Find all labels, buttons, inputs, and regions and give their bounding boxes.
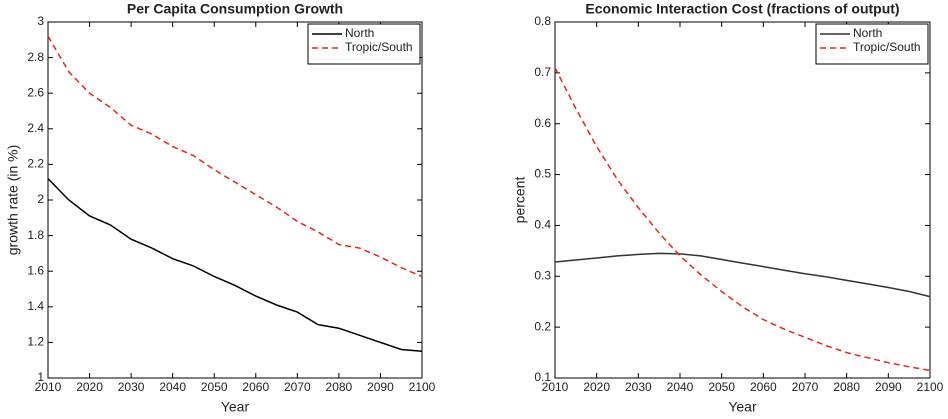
legend-box: [815, 23, 929, 65]
x-tick-label: 2050: [708, 380, 735, 394]
x-tick-label: 2090: [875, 380, 902, 394]
y-tick-label: 0.3: [534, 268, 551, 282]
y-tick-label: 0.8: [534, 14, 551, 28]
legend-label: Tropic/South: [853, 40, 921, 54]
series-line: [554, 252, 931, 298]
y-tick-label: 2.8: [27, 50, 44, 64]
x-tick-label: 2010: [542, 380, 569, 394]
y-tick-label: 0.7: [534, 65, 551, 79]
y-tick-label: 1.2: [27, 335, 44, 349]
x-tick-label: 2050: [201, 380, 228, 394]
plot-frame: [554, 21, 931, 379]
y-tick-label: 2.4: [27, 121, 44, 135]
y-tick-label: 0.4: [534, 218, 551, 232]
y-tick-label: 1.8: [27, 228, 44, 242]
series-line: [47, 35, 423, 278]
x-tick-label: 2080: [326, 380, 353, 394]
y-tick-label: 1: [37, 370, 44, 384]
x-tick-label: 2060: [750, 380, 777, 394]
legend-box: [307, 23, 421, 65]
y-tick-label: 3: [37, 14, 44, 28]
series-line: [554, 67, 931, 372]
x-tick-label: 2030: [118, 380, 145, 394]
chart-title: Economic Interaction Cost (fractions of …: [585, 1, 899, 17]
x-tick-label: 2020: [76, 380, 103, 394]
x-tick-label: 2020: [583, 380, 610, 394]
legend-label: North: [345, 26, 374, 40]
y-tick-label: 0.1: [534, 370, 551, 384]
x-tick-label: 2100: [917, 380, 944, 394]
x-axis-label: Year: [221, 399, 250, 415]
x-tick-label: 2070: [792, 380, 819, 394]
x-tick-label: 2040: [159, 380, 186, 394]
x-tick-label: 2090: [367, 380, 394, 394]
y-axis-label: percent: [512, 177, 528, 224]
x-axis-label: Year: [728, 399, 757, 415]
y-axis-label: growth rate (in %): [5, 145, 21, 255]
x-tick-label: 2040: [667, 380, 694, 394]
plot-frame: [47, 21, 423, 379]
chart: Per Capita Consumption Growth 2010 2020 203…: [5, 1, 436, 415]
chart-title: Per Capita Consumption Growth: [127, 1, 343, 17]
y-tick-label: 0.2: [534, 319, 551, 333]
x-tick-label: 2070: [284, 380, 311, 394]
y-tick-label: 0.6: [534, 116, 551, 130]
y-tick-label: 2: [37, 192, 44, 206]
x-tick-label: 2100: [409, 380, 436, 394]
y-tick-label: 2.6: [27, 85, 44, 99]
y-tick-label: 2.2: [27, 157, 44, 171]
x-tick-label: 2080: [833, 380, 860, 394]
chart: Economic Interaction Cost (fractions of …: [512, 1, 944, 415]
legend-label: Tropic/South: [345, 40, 413, 54]
y-tick-label: 1.4: [27, 299, 44, 313]
y-tick-label: 0.5: [534, 167, 551, 181]
series-line: [47, 178, 423, 353]
x-tick-label: 2010: [35, 380, 62, 394]
x-tick-label: 2060: [242, 380, 269, 394]
x-tick-label: 2030: [625, 380, 652, 394]
legend-label: North: [853, 26, 882, 40]
y-tick-label: 1.6: [27, 263, 44, 277]
